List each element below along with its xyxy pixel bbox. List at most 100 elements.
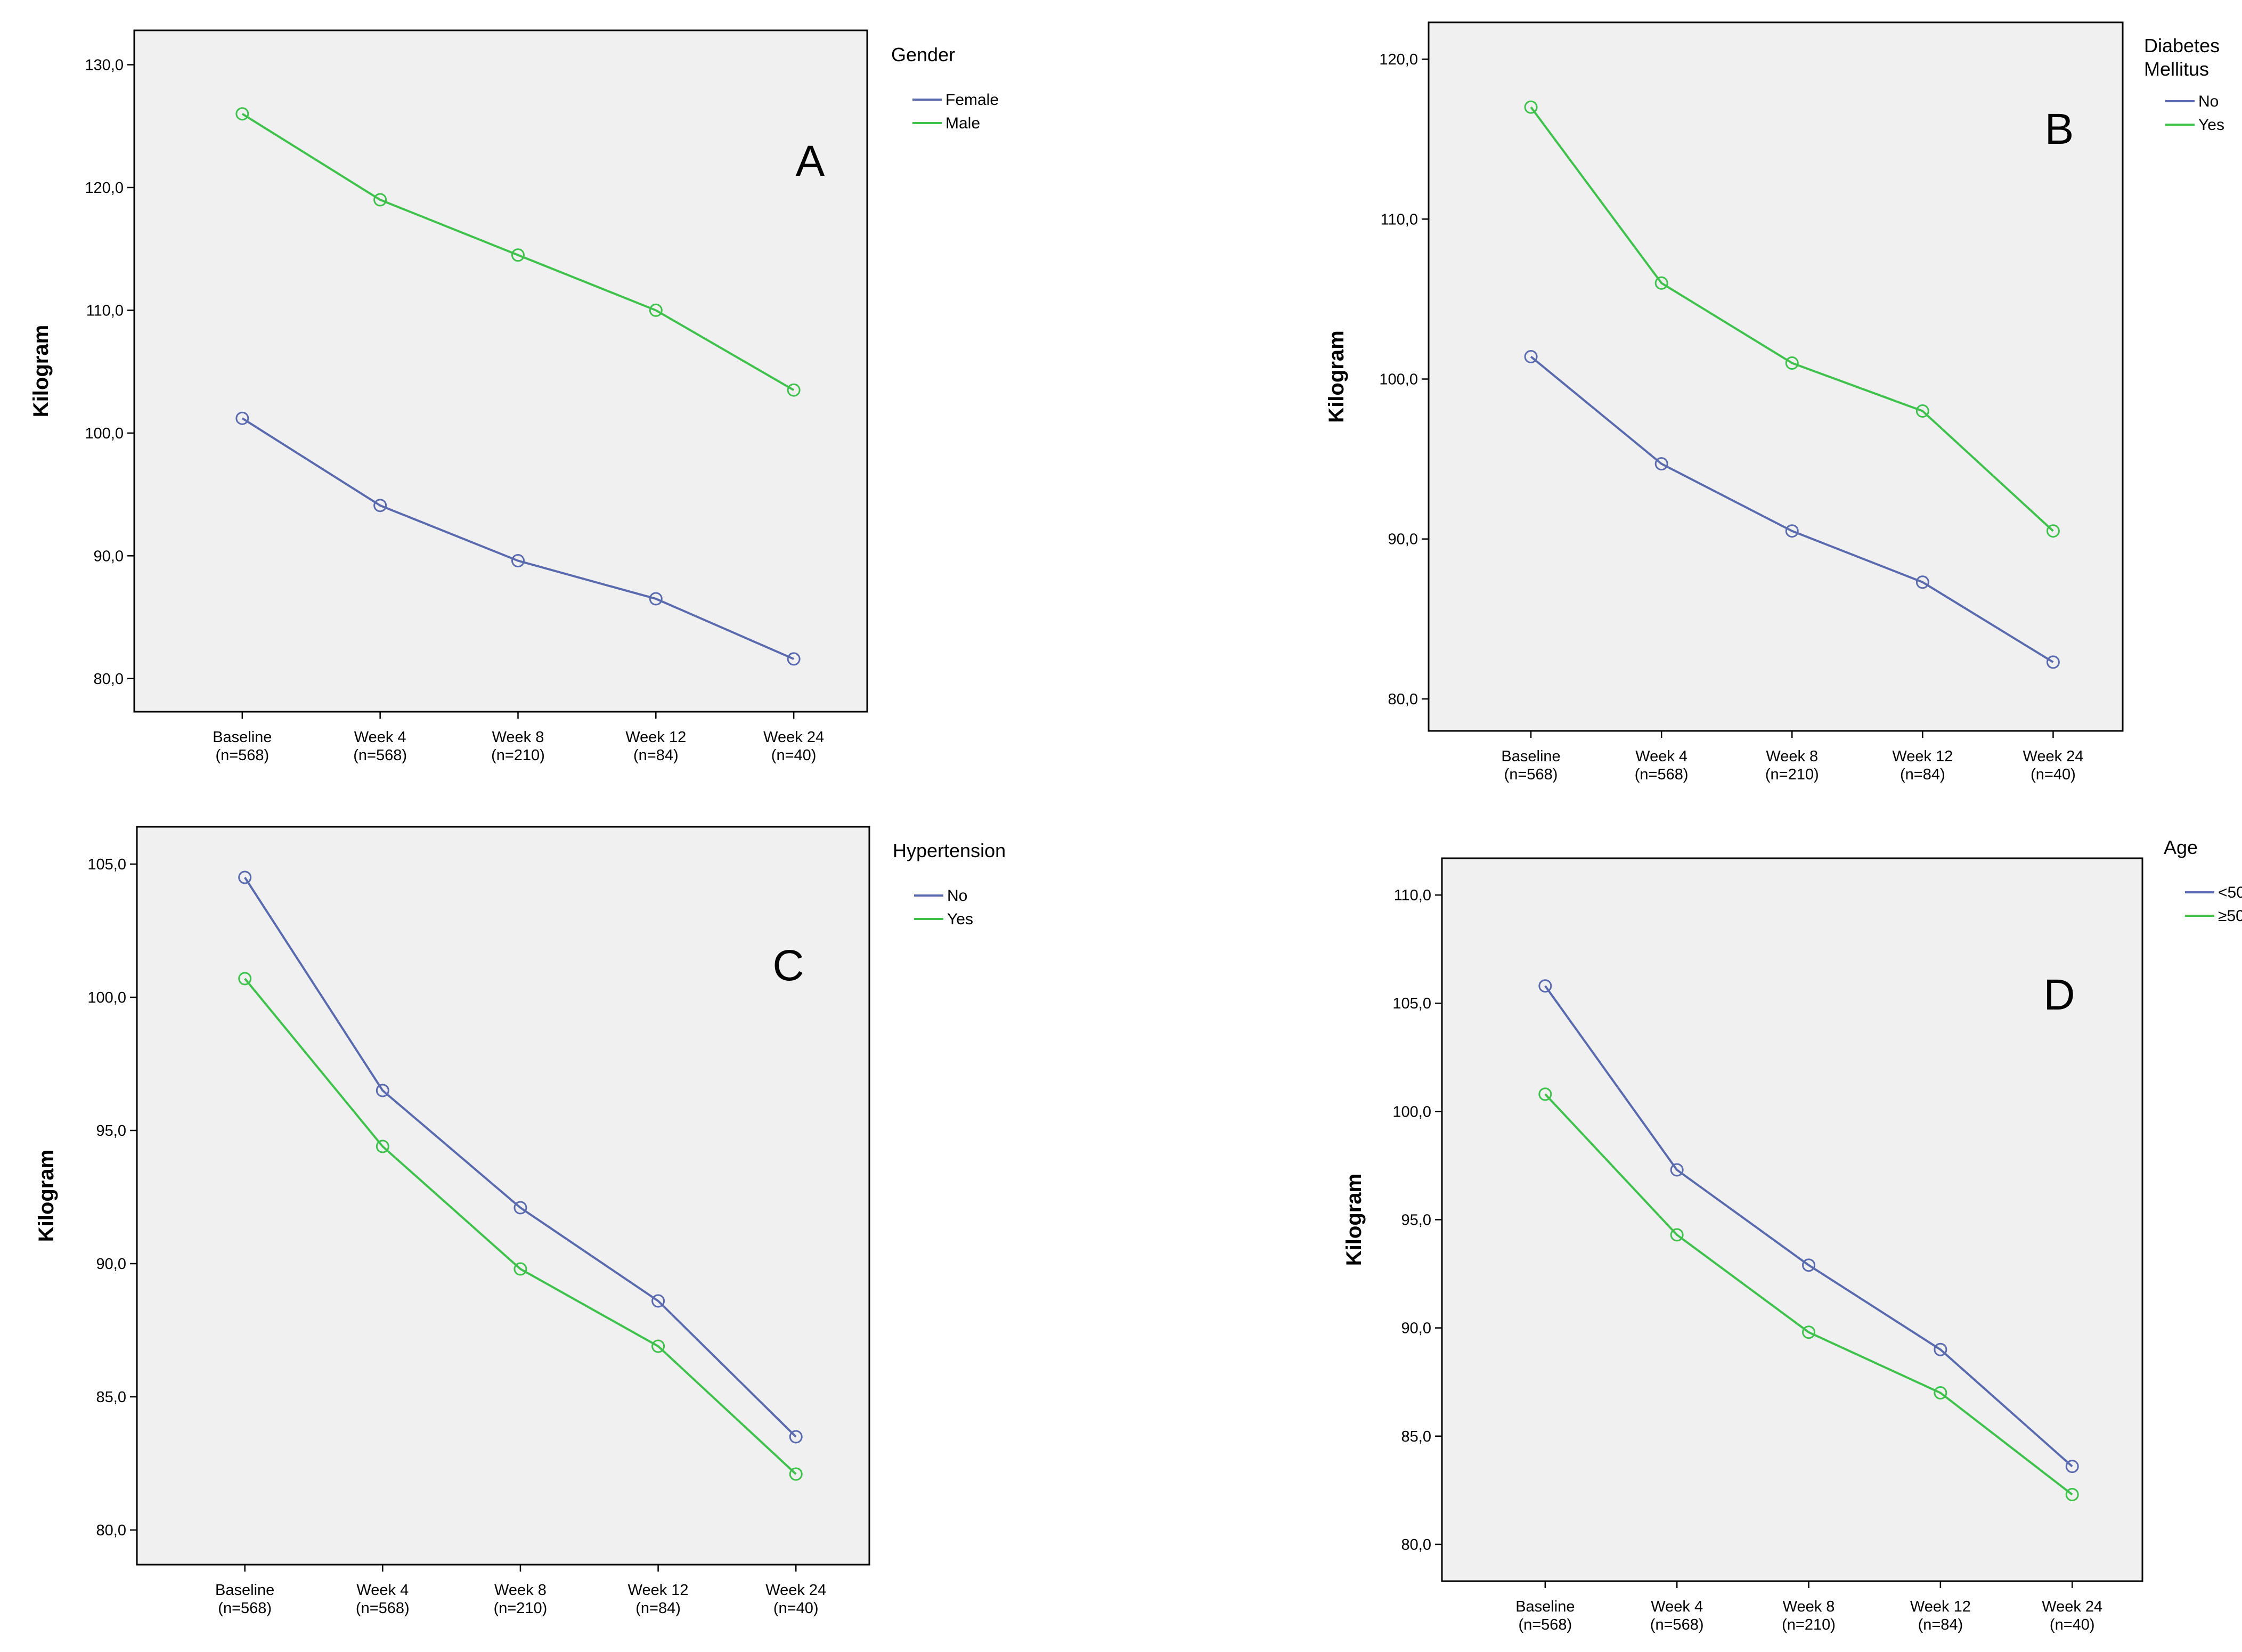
data-point [787,652,801,666]
plot-area [1441,857,2143,1582]
y-tick-label: 100,0 [85,425,124,442]
y-tick-label: 105,0 [1392,995,1431,1012]
data-point [235,107,249,121]
x-tick-label: Week 12 [625,729,686,746]
legend-title: Diabetes [2144,35,2220,56]
series-line-0 [241,417,794,660]
y-tick-label: 85,0 [1401,1428,1431,1445]
data-point [1785,356,1799,370]
y-axis-label: Kilogram [1342,1174,1366,1266]
legend-entry: No [947,887,967,905]
legend-entry: Yes [947,910,973,928]
data-point [2065,1460,2079,1474]
data-point [651,1294,665,1308]
data-point [1934,1386,1947,1400]
y-tick-label: 120,0 [1379,51,1418,68]
y-tick-label: 100,0 [1379,371,1418,388]
data-point [789,1467,803,1481]
x-tick-label: (n=210) [494,1600,548,1617]
data-point [789,1430,803,1444]
plot-area [133,29,868,713]
data-point [1785,524,1799,538]
data-point [651,1339,665,1353]
data-point [235,411,249,425]
data-point [511,248,525,262]
series-line-1 [1530,106,2054,532]
chart-panel-d: 80,085,090,095,0100,0105,0110,0Baseline(… [1342,836,2242,1633]
y-tick-label: 105,0 [87,856,126,873]
chart-panel-b: 80,090,0100,0110,0120,0Baseline(n=568)We… [1325,21,2224,783]
legend-title: Age [2164,836,2198,858]
x-tick-label: (n=40) [771,747,817,764]
series-line-1 [244,978,797,1475]
data-point [373,193,387,207]
y-tick-label: 90,0 [96,1256,126,1273]
x-tick-label: (n=568) [1504,766,1558,783]
data-point [2046,524,2060,538]
x-tick-label: Week 4 [356,1582,409,1599]
x-tick-label: (n=210) [1765,766,1819,783]
legend-title: Hypertension [893,840,1006,861]
y-tick-label: 90,0 [1401,1320,1431,1337]
y-tick-label: 110,0 [1381,211,1418,228]
panel-letter: C [772,941,804,990]
data-point [649,303,663,317]
y-tick-label: 110,0 [86,302,124,319]
x-tick-label: (n=84) [1900,766,1945,783]
y-tick-label: 90,0 [94,548,124,565]
plot-area [136,826,870,1566]
x-tick-label: (n=84) [633,747,679,764]
panel-letter: B [2045,105,2074,153]
x-tick-label: (n=84) [1918,1616,1963,1633]
x-tick-label: Week 4 [1635,748,1687,765]
x-tick-label: Week 12 [1910,1598,1971,1615]
panel-letter: A [796,137,825,185]
y-tick-label: 100,0 [1392,1103,1431,1120]
y-tick-label: 110,0 [1394,887,1431,904]
y-tick-label: 130,0 [85,57,124,74]
data-point [513,1201,527,1215]
data-point [238,972,252,986]
y-tick-label: 80,0 [96,1522,126,1539]
x-tick-label: Baseline [1501,748,1560,765]
data-point [1670,1163,1684,1177]
x-tick-label: (n=210) [491,747,545,764]
data-point [513,1262,527,1276]
x-tick-label: Week 8 [492,729,544,746]
data-point [238,870,252,884]
data-point [511,554,525,568]
data-point [1802,1258,1816,1272]
x-tick-label: Week 24 [2023,748,2083,765]
data-point [649,592,663,606]
x-tick-label: (n=568) [1650,1616,1704,1633]
x-tick-label: (n=568) [356,1600,410,1617]
legend-entry: ≥50 [2218,907,2242,925]
x-tick-label: Baseline [1515,1598,1575,1615]
legend-title: Gender [891,44,955,66]
x-tick-label: (n=210) [1782,1616,1836,1633]
x-tick-label: Week 4 [1651,1598,1703,1615]
y-tick-label: 80,0 [94,671,124,688]
x-tick-label: (n=40) [2031,766,2076,783]
data-point [1934,1342,1947,1356]
data-point [373,499,387,512]
x-tick-label: Week 8 [1766,748,1818,765]
x-tick-label: (n=568) [1518,1616,1572,1633]
x-tick-label: Week 12 [628,1582,689,1599]
data-point [1654,457,1668,471]
legend-entry: <50 [2218,884,2242,901]
series-line-0 [243,876,797,1438]
data-point [1915,575,1929,589]
x-tick-label: (n=568) [1635,766,1689,783]
data-point [1538,979,1552,993]
y-axis-label: Kilogram [35,1150,58,1242]
x-tick-label: Week 24 [2042,1598,2102,1615]
y-tick-label: 80,0 [1401,1536,1431,1553]
y-tick-label: 90,0 [1388,531,1418,548]
x-tick-label: Week 8 [494,1582,547,1599]
x-tick-label: (n=568) [218,1600,272,1617]
x-tick-label: Week 24 [765,1582,826,1599]
x-tick-label: (n=40) [773,1600,819,1617]
legend-title: Mellitus [2144,58,2209,80]
